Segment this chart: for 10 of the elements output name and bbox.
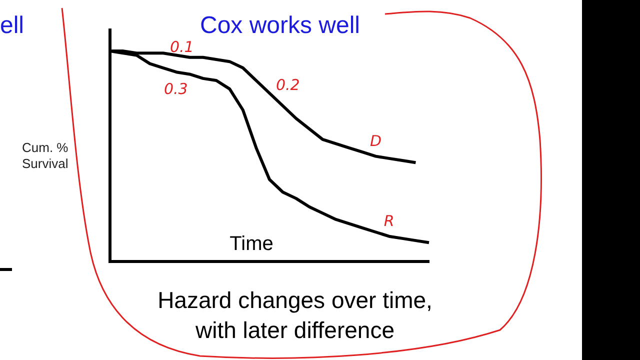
series-label: D: [370, 132, 382, 150]
x-axis-title: Time: [230, 233, 274, 256]
annotation: 0.2: [276, 76, 300, 94]
series-label: R: [384, 212, 394, 230]
annotation: 0.3: [164, 80, 188, 98]
annotation: 0.1: [170, 38, 194, 56]
chart-title: Cox works well: [200, 12, 360, 39]
text: Hazard changes over time, with later difference: [156, 286, 434, 345]
text: ell: [0, 12, 24, 41]
y-axis-title: Cum. % Survival: [22, 140, 68, 172]
